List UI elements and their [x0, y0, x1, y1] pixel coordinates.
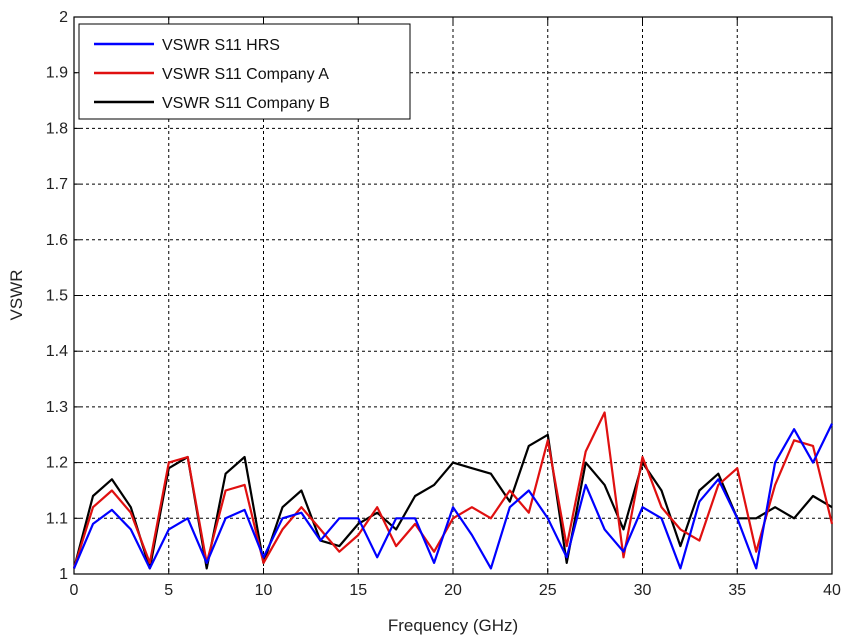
y-tick-label: 1.3 — [46, 399, 68, 416]
y-tick-label: 1.7 — [46, 176, 68, 193]
x-tick-label: 15 — [349, 582, 367, 599]
x-axis-label: Frequency (GHz) — [388, 616, 518, 635]
x-tick-label: 40 — [823, 582, 841, 599]
y-axis: 1 1.1 1.2 1.3 1.4 1.5 1.6 1.7 1.8 1.9 2 — [46, 9, 832, 583]
y-tick-label: 1.2 — [46, 455, 68, 472]
x-tick-label: 0 — [70, 582, 79, 599]
x-axis: 0 5 10 15 20 25 30 35 40 — [70, 17, 841, 599]
y-axis-label: VSWR — [7, 270, 26, 321]
y-tick-label: 1 — [59, 566, 68, 583]
x-tick-label: 20 — [444, 582, 462, 599]
legend: VSWR S11 HRS VSWR S11 Company A VSWR S11… — [78, 23, 411, 120]
x-tick-label: 30 — [634, 582, 652, 599]
legend-label-company-a: VSWR S11 Company A — [162, 66, 329, 83]
y-tick-label: 1.5 — [46, 288, 68, 305]
y-tick-label: 1.4 — [46, 343, 68, 360]
legend-label-company-b: VSWR S11 Company B — [162, 95, 330, 112]
y-tick-label: 2 — [59, 9, 68, 26]
series-line-company-a — [72, 411, 834, 569]
x-tick-label: 25 — [539, 582, 557, 599]
x-tick-label: 35 — [728, 582, 746, 599]
y-tick-label: 1.9 — [46, 65, 68, 82]
x-tick-label: 10 — [255, 582, 273, 599]
series-group — [72, 411, 834, 570]
y-tick-label: 1.1 — [46, 510, 68, 527]
series-line-hrs — [72, 423, 833, 570]
y-tick-label: 1.6 — [46, 232, 68, 249]
legend-label-hrs: VSWR S11 HRS — [162, 37, 280, 54]
y-tick-label: 1.8 — [46, 120, 68, 137]
x-tick-label: 5 — [164, 582, 173, 599]
